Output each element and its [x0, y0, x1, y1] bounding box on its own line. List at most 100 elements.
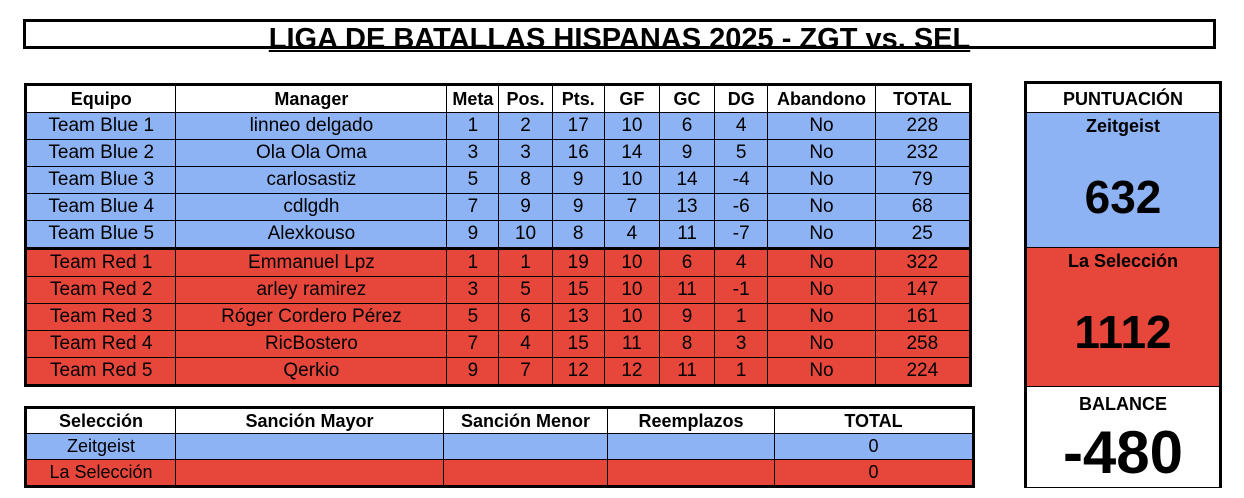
- standings-row: Team Red 3 Róger Cordero Pérez 5 6 13 10 9 1 No 1…: [24, 303, 972, 331]
- cell-team: Team Red 1: [24, 247, 177, 277]
- penalty-minor: [443, 433, 608, 460]
- balance-label: BALANCE: [1027, 387, 1219, 417]
- title-box: LIGA DE BATALLAS HISPANAS 2025 - ZGT vs.…: [23, 19, 1216, 54]
- cell-gf: 10: [603, 166, 660, 194]
- header-sancion-menor: Sanción Menor: [443, 407, 608, 434]
- cell-total: 68: [874, 193, 972, 221]
- cell-manager: carlosastiz: [175, 166, 448, 194]
- cell-gc: 13: [658, 193, 716, 221]
- cell-gc: 11: [658, 357, 716, 386]
- cell-abandono: No: [767, 220, 876, 249]
- cell-pts: 16: [551, 139, 605, 167]
- cell-gc: 6: [658, 112, 716, 140]
- cell-dg: -4: [714, 166, 769, 194]
- cell-dg: -7: [714, 220, 769, 249]
- cell-meta: 3: [446, 139, 500, 167]
- penalty-total: 0: [774, 459, 974, 487]
- penalty-team: La Selección: [25, 459, 176, 487]
- penalty-row-la-seleccion: La Selección 0: [25, 459, 974, 487]
- cell-pos: 1: [498, 247, 553, 277]
- cell-total: 322: [874, 247, 972, 277]
- standings-row: Team Blue 4 cdlgdh 7 9 9 7 13 -6 No 68: [24, 193, 972, 221]
- cell-gf: 10: [603, 303, 660, 331]
- cell-abandono: No: [767, 139, 876, 167]
- cell-manager: Emmanuel Lpz: [175, 247, 448, 277]
- cell-pts: 19: [551, 247, 605, 277]
- cell-gf: 10: [603, 247, 660, 277]
- cell-manager: cdlgdh: [175, 193, 448, 221]
- penalty-major: [175, 459, 444, 487]
- header-seleccion: Selección: [25, 407, 176, 434]
- cell-pos: 10: [498, 220, 553, 249]
- cell-manager: Alexkouso: [175, 220, 448, 249]
- standings-row: Team Red 5 Qerkio 9 7 12 12 11 1 No 224: [24, 357, 972, 386]
- team-b-score: 1112: [1027, 274, 1219, 387]
- cell-gf: 7: [603, 193, 660, 221]
- score-panel-header: PUNTUACIÓN: [1027, 84, 1219, 113]
- cell-pts: 9: [551, 193, 605, 221]
- cell-gf: 10: [603, 112, 660, 140]
- cell-total: 258: [874, 330, 972, 358]
- cell-meta: 1: [446, 112, 500, 140]
- cell-meta: 5: [446, 166, 500, 194]
- header-pos: Pos.: [498, 84, 553, 113]
- cell-dg: 1: [714, 303, 769, 331]
- standings-row: Team Red 4 RicBostero 7 4 15 11 8 3 No 258: [24, 330, 972, 358]
- cell-gc: 8: [658, 330, 716, 358]
- cell-pts: 15: [551, 330, 605, 358]
- cell-dg: 4: [714, 247, 769, 277]
- header-gf: GF: [603, 84, 660, 113]
- cell-abandono: No: [767, 303, 876, 331]
- cell-abandono: No: [767, 247, 876, 277]
- penalty-minor: [443, 459, 608, 487]
- cell-pos: 8: [498, 166, 553, 194]
- cell-total: 224: [874, 357, 972, 386]
- cell-abandono: No: [767, 330, 876, 358]
- cell-gc: 14: [658, 166, 716, 194]
- cell-total: 79: [874, 166, 972, 194]
- cell-pts: 15: [551, 276, 605, 304]
- cell-manager: Róger Cordero Pérez: [175, 303, 448, 331]
- cell-pos: 2: [498, 112, 553, 140]
- header-meta: Meta: [446, 84, 500, 113]
- header-equipo: Equipo: [24, 84, 177, 113]
- team-a-name: Zeitgeist: [1027, 113, 1219, 139]
- cell-meta: 5: [446, 303, 500, 331]
- penalty-table: Selección Sanción Mayor Sanción Menor Re…: [24, 406, 975, 488]
- cell-meta: 7: [446, 193, 500, 221]
- cell-dg: -6: [714, 193, 769, 221]
- header-total: TOTAL: [874, 84, 972, 113]
- penalty-major: [175, 433, 444, 460]
- penalty-replacements: [607, 433, 775, 460]
- cell-team: Team Blue 2: [24, 139, 177, 167]
- cell-gf: 14: [603, 139, 660, 167]
- balance-value: -480: [1027, 417, 1219, 487]
- cell-meta: 9: [446, 357, 500, 386]
- cell-meta: 3: [446, 276, 500, 304]
- cell-meta: 7: [446, 330, 500, 358]
- cell-meta: 9: [446, 220, 500, 249]
- cell-meta: 1: [446, 247, 500, 277]
- penalty-row-zeitgeist: Zeitgeist 0: [25, 433, 974, 460]
- cell-total: 25: [874, 220, 972, 249]
- cell-gc: 9: [658, 303, 716, 331]
- cell-abandono: No: [767, 166, 876, 194]
- cell-pos: 6: [498, 303, 553, 331]
- cell-total: 232: [874, 139, 972, 167]
- header-abandono: Abandono: [767, 84, 876, 113]
- header-sancion-mayor: Sanción Mayor: [175, 407, 444, 434]
- cell-pts: 12: [551, 357, 605, 386]
- penalty-team: Zeitgeist: [25, 433, 176, 460]
- cell-pts: 9: [551, 166, 605, 194]
- cell-total: 161: [874, 303, 972, 331]
- cell-abandono: No: [767, 276, 876, 304]
- cell-dg: 5: [714, 139, 769, 167]
- team-a-score: 632: [1027, 139, 1219, 248]
- standings-row: Team Blue 1 linneo delgado 1 2 17 10 6 4 No 228: [24, 112, 972, 140]
- cell-manager: RicBostero: [175, 330, 448, 358]
- cell-abandono: No: [767, 112, 876, 140]
- cell-dg: 3: [714, 330, 769, 358]
- cell-dg: 4: [714, 112, 769, 140]
- header-penalty-total: TOTAL: [774, 407, 974, 434]
- cell-team: Team Blue 1: [24, 112, 177, 140]
